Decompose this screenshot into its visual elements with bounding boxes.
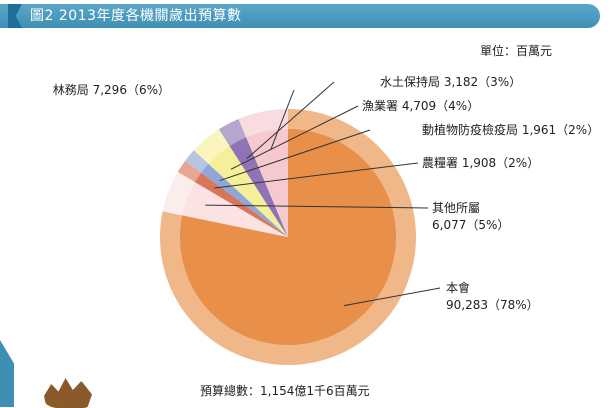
pie-slices [159,109,417,366]
slice-value-label-1: 90,283（78%） [446,298,539,312]
leader-line-2 [205,204,429,209]
pie-slice-2 [182,182,288,237]
slice-label-4: 動植物防疫檢疫局 1,961（2%） [422,122,599,137]
leader-line-5 [230,105,359,170]
slice-labels: 本會 90,283（78%） 其他所屬 6,077（5%） 農糧署 1,908（2%） 動… [53,74,599,312]
leader-line-3 [214,162,419,189]
leader-line-4 [219,129,371,182]
pie-slice-4 [201,163,288,237]
leader-line-7 [270,89,295,151]
slice-label-7: 林務局 7,296（6%） [53,83,170,97]
slice-label-1: 本會 [446,281,470,295]
leader-lines [205,81,441,307]
slice-label-6: 水土保持局 3,182（3%） [380,74,521,89]
pie-slice-3 [195,172,288,237]
pie-slice-5 [208,146,288,237]
figure-title-bar [0,4,600,28]
slice-label-2: 其他所屬 [432,201,480,215]
leader-line-1 [343,287,441,307]
title-arrow-icon [8,4,22,28]
slice-value-label-2: 6,077（5%） [432,218,509,232]
budget-total: 預算總數：1,154億1千6百萬元 [200,384,370,398]
slice-label-3: 農糧署 1,908（2%） [422,156,539,170]
slice-label-5: 漁業署 4,709（4%） [362,99,479,113]
unit-label: 單位：百萬元 [479,44,552,58]
figure-title: 圖2 2013年度各機關歲出預算數 [30,8,242,24]
leader-line-6 [246,81,335,159]
